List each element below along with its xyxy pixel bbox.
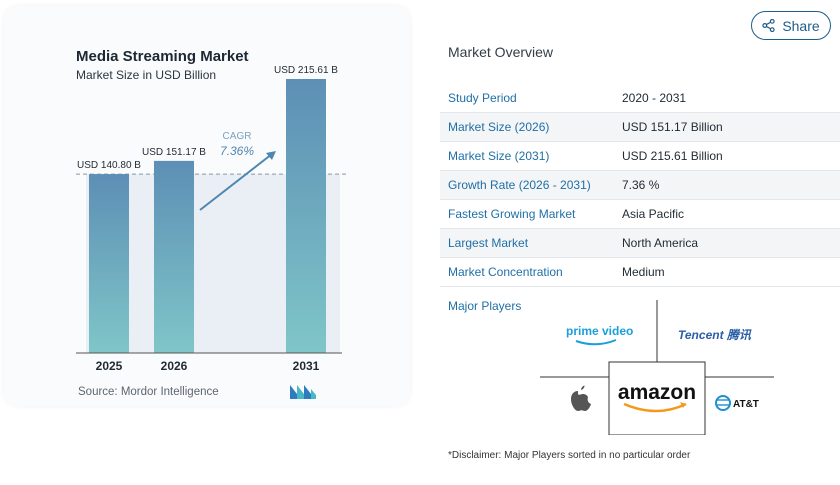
- disclaimer: *Disclaimer: Major Players sorted in no …: [448, 450, 691, 461]
- overview-title: Market Overview: [448, 44, 554, 60]
- chart-title: Media Streaming Market: [76, 48, 249, 65]
- bar-chart: USD 140.80 B 2025 USD 151.17 B 2026 USD 215.…: [76, 65, 346, 373]
- overview-row: Market Concentration Medium: [440, 258, 840, 287]
- overview-value: 7.36 %: [622, 178, 660, 192]
- overview-label[interactable]: Fastest Growing Market: [448, 207, 576, 221]
- major-players-label[interactable]: Major Players: [448, 299, 522, 313]
- overview-value: 2020 - 2031: [622, 91, 687, 105]
- bar-2031: [286, 78, 326, 353]
- prime-video-logo: prime video: [566, 324, 633, 346]
- overview-row: Market Size (2026) USD 151.17 Billion: [440, 113, 840, 142]
- cagr-arrowhead: [266, 151, 276, 160]
- overview-table: Study Period 2020 - 2031 Market Size (20…: [440, 84, 840, 287]
- mordor-logo-icon: [290, 385, 316, 399]
- source-note: Source: Mordor Intelligence: [78, 386, 219, 398]
- overview-value: USD 215.61 Billion: [622, 149, 723, 163]
- major-players-grid: prime video Tencent 腾讯 amazon AT&T: [540, 300, 774, 435]
- overview-value: Medium: [622, 265, 665, 279]
- overview-value: North America: [622, 236, 699, 250]
- overview-row: Market Size (2031) USD 215.61 Billion: [440, 142, 840, 171]
- overview-row: Study Period 2020 - 2031: [440, 84, 840, 113]
- tencent-logo: Tencent 腾讯: [678, 328, 752, 342]
- att-logo: AT&T: [715, 395, 759, 411]
- share-button[interactable]: Share: [751, 11, 831, 40]
- overview-row: Fastest Growing Market Asia Pacific: [440, 200, 840, 229]
- overview-row: Largest Market North America: [440, 229, 840, 258]
- overview-label[interactable]: Market Size (2031): [448, 149, 550, 163]
- data-label-2025: USD 140.80 B: [77, 160, 141, 171]
- overview-label[interactable]: Largest Market: [448, 236, 529, 250]
- data-label-2026: USD 151.17 B: [142, 147, 206, 158]
- overview-label[interactable]: Study Period: [448, 91, 517, 105]
- amazon-logo: amazon: [618, 381, 696, 413]
- overview-row: Growth Rate (2026 - 2031) 7.36 %: [440, 171, 840, 200]
- chart-subtitle: Market Size in USD Billion: [76, 68, 217, 82]
- apple-icon: [571, 385, 591, 411]
- prime-video-text: prime video: [566, 324, 633, 338]
- tick-label-2026: 2026: [161, 359, 188, 373]
- overview-label[interactable]: Market Concentration: [448, 265, 563, 279]
- tick-label-2025: 2025: [96, 359, 123, 373]
- bar-2025: [89, 174, 129, 353]
- overview-label[interactable]: Market Size (2026): [448, 120, 550, 134]
- overview-value: Asia Pacific: [622, 207, 685, 221]
- data-label-2031: USD 215.61 B: [274, 65, 338, 76]
- cagr-value: 7.36%: [220, 144, 254, 158]
- bar-2026: [154, 160, 194, 353]
- overview-label[interactable]: Growth Rate (2026 - 2031): [448, 178, 591, 192]
- cagr-arrow: [199, 153, 273, 211]
- amazon-text: amazon: [618, 381, 696, 404]
- chart-card: Media Streaming Market Market Size in US…: [4, 6, 410, 406]
- share-icon: [762, 19, 775, 32]
- overview-value: USD 151.17 Billion: [622, 120, 723, 134]
- att-text: AT&T: [733, 399, 759, 410]
- share-label: Share: [782, 17, 820, 34]
- tick-label-2031: 2031: [293, 359, 320, 373]
- cagr-label: CAGR: [223, 131, 252, 142]
